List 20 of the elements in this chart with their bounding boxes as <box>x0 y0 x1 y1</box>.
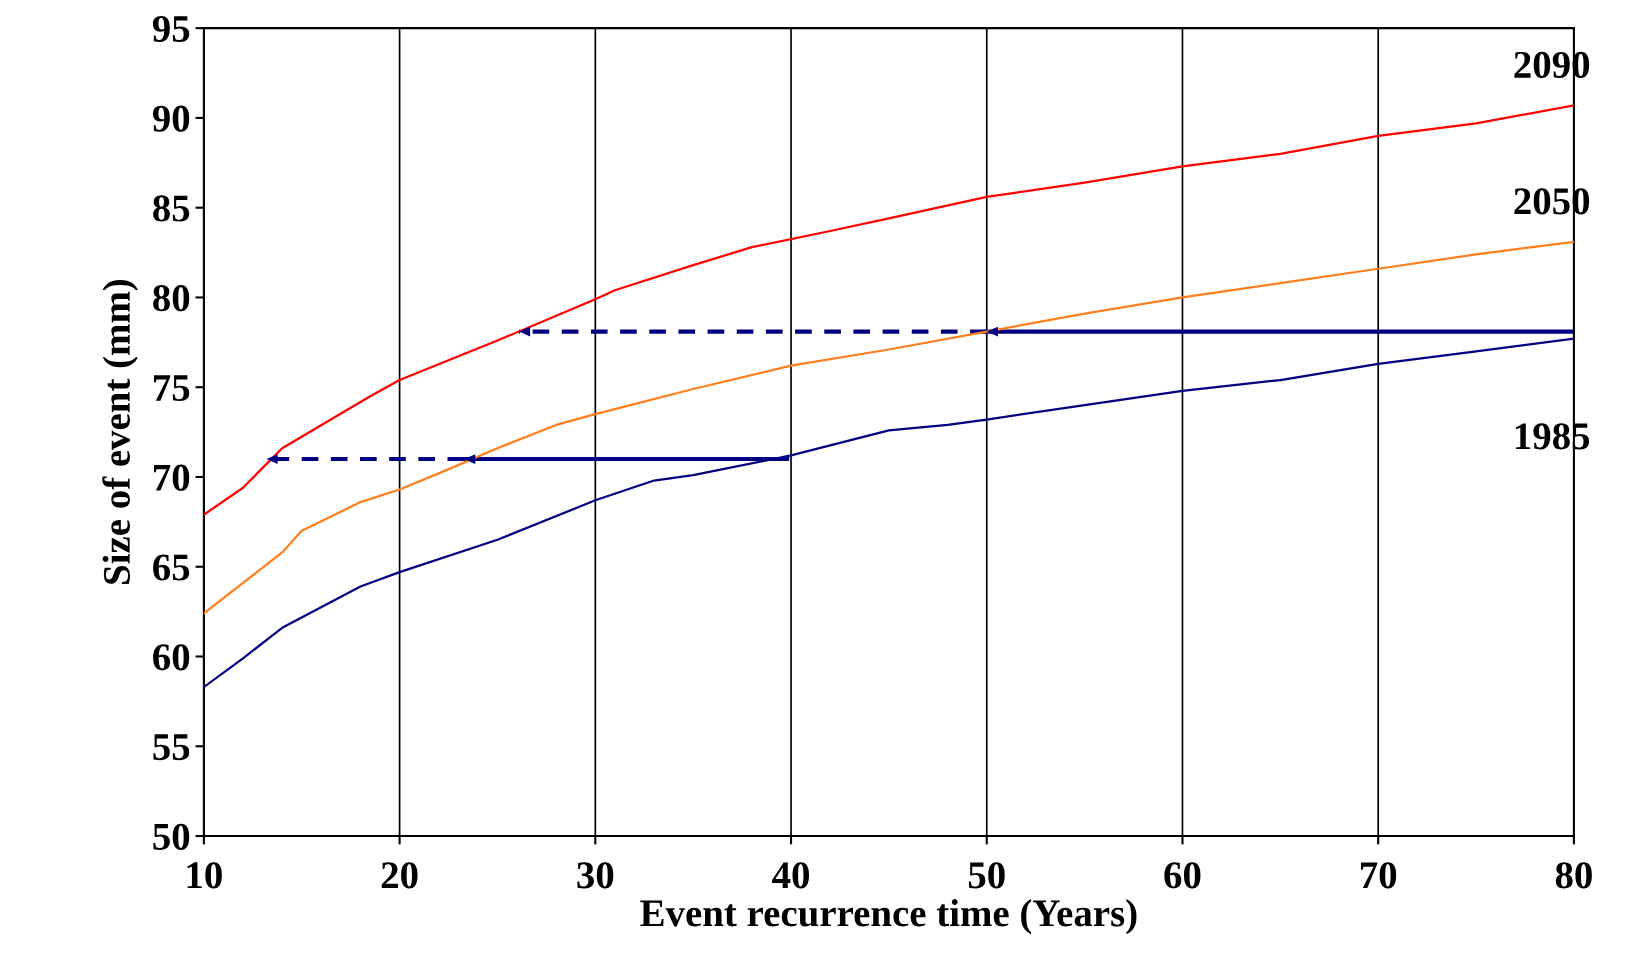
y-axis-title: Size of event (mm) <box>102 279 138 584</box>
x-tick-label: 30 <box>577 862 614 889</box>
x-tick-label: 70 <box>1360 862 1397 889</box>
y-tick-label: 60 <box>153 644 190 671</box>
x-tick-label: 10 <box>187 862 222 889</box>
y-tick-label: 50 <box>153 823 190 850</box>
x-tick-label: 80 <box>1555 862 1592 889</box>
y-tick-label: 85 <box>153 195 190 222</box>
y-tick-label: 55 <box>153 734 190 761</box>
x-tick-label: 20 <box>381 862 418 889</box>
x-tick-label: 60 <box>1164 862 1201 889</box>
y-tick-label: 75 <box>154 375 190 402</box>
x-tick-label: 40 <box>772 862 809 889</box>
y-tick-label: 80 <box>153 285 190 312</box>
y-tick-label: 95 <box>152 15 190 43</box>
x-tick-label: 50 <box>968 862 1005 889</box>
y-tick-label: 70 <box>154 464 190 491</box>
y-tick-label: 65 <box>153 554 190 581</box>
y-tick-label: 90 <box>152 105 190 132</box>
x-axis-title: Event recurrence time (Years) <box>640 899 1137 935</box>
